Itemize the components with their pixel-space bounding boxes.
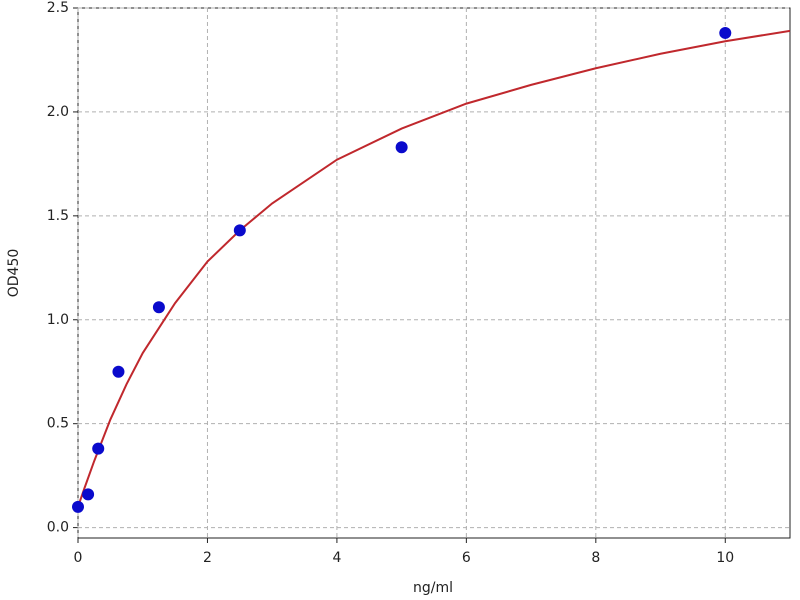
y-tick-label: 0.5 — [47, 416, 69, 432]
x-tick-label: 8 — [591, 550, 600, 566]
y-tick-label: 0.0 — [47, 520, 69, 536]
x-tick-label: 10 — [716, 550, 734, 566]
plot-frame — [77, 7, 791, 539]
x-tick-label: 4 — [332, 550, 341, 566]
fit-curve — [77, 29, 791, 508]
x-tick-label: 6 — [462, 550, 471, 566]
data-point — [152, 301, 165, 314]
data-point — [82, 488, 95, 501]
data-point — [233, 224, 246, 237]
data-point — [72, 500, 84, 513]
x-axis-label: ng/ml — [413, 580, 453, 596]
data-point — [719, 26, 732, 39]
data-point — [112, 365, 125, 378]
y-tick-label: 2.0 — [47, 104, 69, 120]
data-point — [92, 442, 105, 455]
x-tick-label: 2 — [203, 550, 212, 566]
x-tick-label: 0 — [74, 550, 83, 566]
y-tick-label: 2.5 — [47, 0, 69, 16]
data-point — [395, 141, 408, 154]
y-tick-label: 1.0 — [47, 312, 69, 328]
y-axis-label: OD450 — [6, 249, 22, 298]
y-tick-label: 1.5 — [47, 208, 69, 224]
